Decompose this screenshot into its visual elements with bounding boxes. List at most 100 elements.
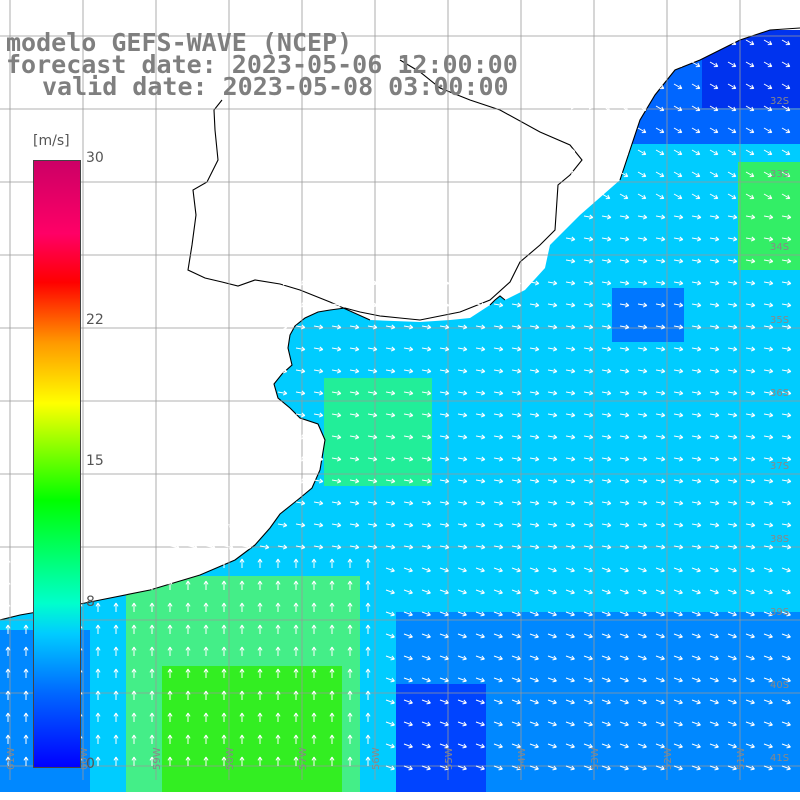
wind-arrow <box>493 346 504 352</box>
wind-arrow <box>493 655 503 661</box>
wind-arrow <box>403 346 414 352</box>
wind-arrow <box>329 646 335 656</box>
wind-arrow <box>727 677 737 683</box>
wind-arrow <box>529 544 540 550</box>
wind-arrow <box>745 655 755 661</box>
wind-arrow <box>529 633 539 639</box>
wind-arrow <box>565 346 576 352</box>
wind-arrow <box>565 170 576 176</box>
wind-arrow <box>673 258 684 264</box>
wind-arrow <box>637 302 648 308</box>
wind-arrow <box>781 412 792 418</box>
wind-arrow <box>727 105 737 112</box>
wind-arrow <box>709 567 719 573</box>
wind-arrow <box>709 765 719 771</box>
wind-arrow <box>95 558 101 568</box>
wind-arrow <box>529 346 540 352</box>
wind-arrow <box>763 390 774 396</box>
wind-arrow <box>5 646 11 656</box>
wind-arrow <box>457 567 467 573</box>
wind-arrow <box>529 368 540 374</box>
wind-arrow <box>439 500 450 506</box>
wind-arrow <box>709 127 719 134</box>
wind-arrow <box>295 478 306 484</box>
wind-arrow <box>385 324 396 330</box>
wind-arrow <box>763 324 774 330</box>
wind-arrow <box>583 104 594 110</box>
wind-arrow <box>95 668 101 678</box>
wind-arrow <box>365 624 371 634</box>
wind-arrow <box>709 655 719 661</box>
wind-arrow <box>781 105 791 112</box>
wind-arrow <box>691 324 702 330</box>
wind-arrow <box>149 602 155 612</box>
wind-arrow <box>475 434 486 440</box>
wind-arrow <box>385 699 395 705</box>
wind-arrow <box>185 580 191 590</box>
wind-arrow <box>385 456 396 462</box>
wind-arrow <box>637 500 648 506</box>
wind-arrow <box>727 434 738 440</box>
wind-arrow <box>727 324 738 330</box>
wind-arrow <box>709 324 720 330</box>
wind-arrow <box>763 83 773 90</box>
wind-arrow <box>583 236 594 242</box>
wind-arrow <box>565 368 576 374</box>
wind-arrow <box>113 734 119 744</box>
wind-arrow <box>781 721 791 727</box>
wind-arrow <box>655 743 665 749</box>
wind-arrow <box>673 677 683 683</box>
wind-arrow <box>745 412 756 418</box>
wind-arrow <box>637 214 648 220</box>
wind-arrow <box>511 280 522 286</box>
wind-arrow <box>529 434 540 440</box>
wind-arrow <box>655 544 666 550</box>
wind-arrow <box>745 368 756 374</box>
wind-arrow <box>311 602 317 612</box>
lon-label: 54W <box>517 747 528 770</box>
wind-arrow <box>257 624 263 634</box>
wind-arrow <box>565 258 576 264</box>
wind-arrow <box>367 544 378 550</box>
wind-arrow <box>331 522 342 528</box>
wind-arrow <box>349 456 360 462</box>
wind-arrow <box>691 280 702 286</box>
colorbar-tick: 0 <box>86 756 95 772</box>
wind-arrow <box>113 712 119 722</box>
wind-arrow <box>745 567 755 573</box>
wind-arrow <box>601 434 612 440</box>
wind-arrow <box>673 39 683 46</box>
wind-arrow <box>221 624 227 634</box>
wind-arrow <box>329 558 335 568</box>
wind-arrow <box>529 721 539 727</box>
colorbar-unit: [m/s] <box>33 133 70 149</box>
wind-arrow <box>727 193 737 200</box>
wind-arrow <box>583 434 594 440</box>
wind-arrow <box>727 368 738 374</box>
wind-arrow <box>131 602 137 612</box>
wind-arrow <box>331 456 342 462</box>
wind-arrow <box>673 236 684 242</box>
wind-arrow <box>583 390 594 396</box>
wind-arrow <box>583 655 593 661</box>
wind-arrow <box>781 655 791 661</box>
wind-arrow <box>583 567 593 573</box>
wind-arrow <box>655 500 666 506</box>
wind-arrow <box>637 544 648 550</box>
wind-arrow <box>421 699 431 705</box>
wind-arrow <box>727 390 738 396</box>
wind-arrow <box>781 765 791 771</box>
wind-arrow <box>439 699 449 705</box>
wind-arrow <box>385 655 395 661</box>
wind-arrow <box>637 324 648 330</box>
wind-arrow <box>421 589 431 595</box>
wind-arrow <box>439 611 449 617</box>
wind-arrow <box>565 589 575 595</box>
wind-arrow <box>637 236 648 242</box>
wind-arrow <box>637 346 648 352</box>
wind-arrow <box>547 390 558 396</box>
wind-arrow <box>547 346 558 352</box>
wind-arrow <box>347 646 353 656</box>
wind-arrow <box>277 390 288 396</box>
wind-arrow <box>493 544 504 550</box>
